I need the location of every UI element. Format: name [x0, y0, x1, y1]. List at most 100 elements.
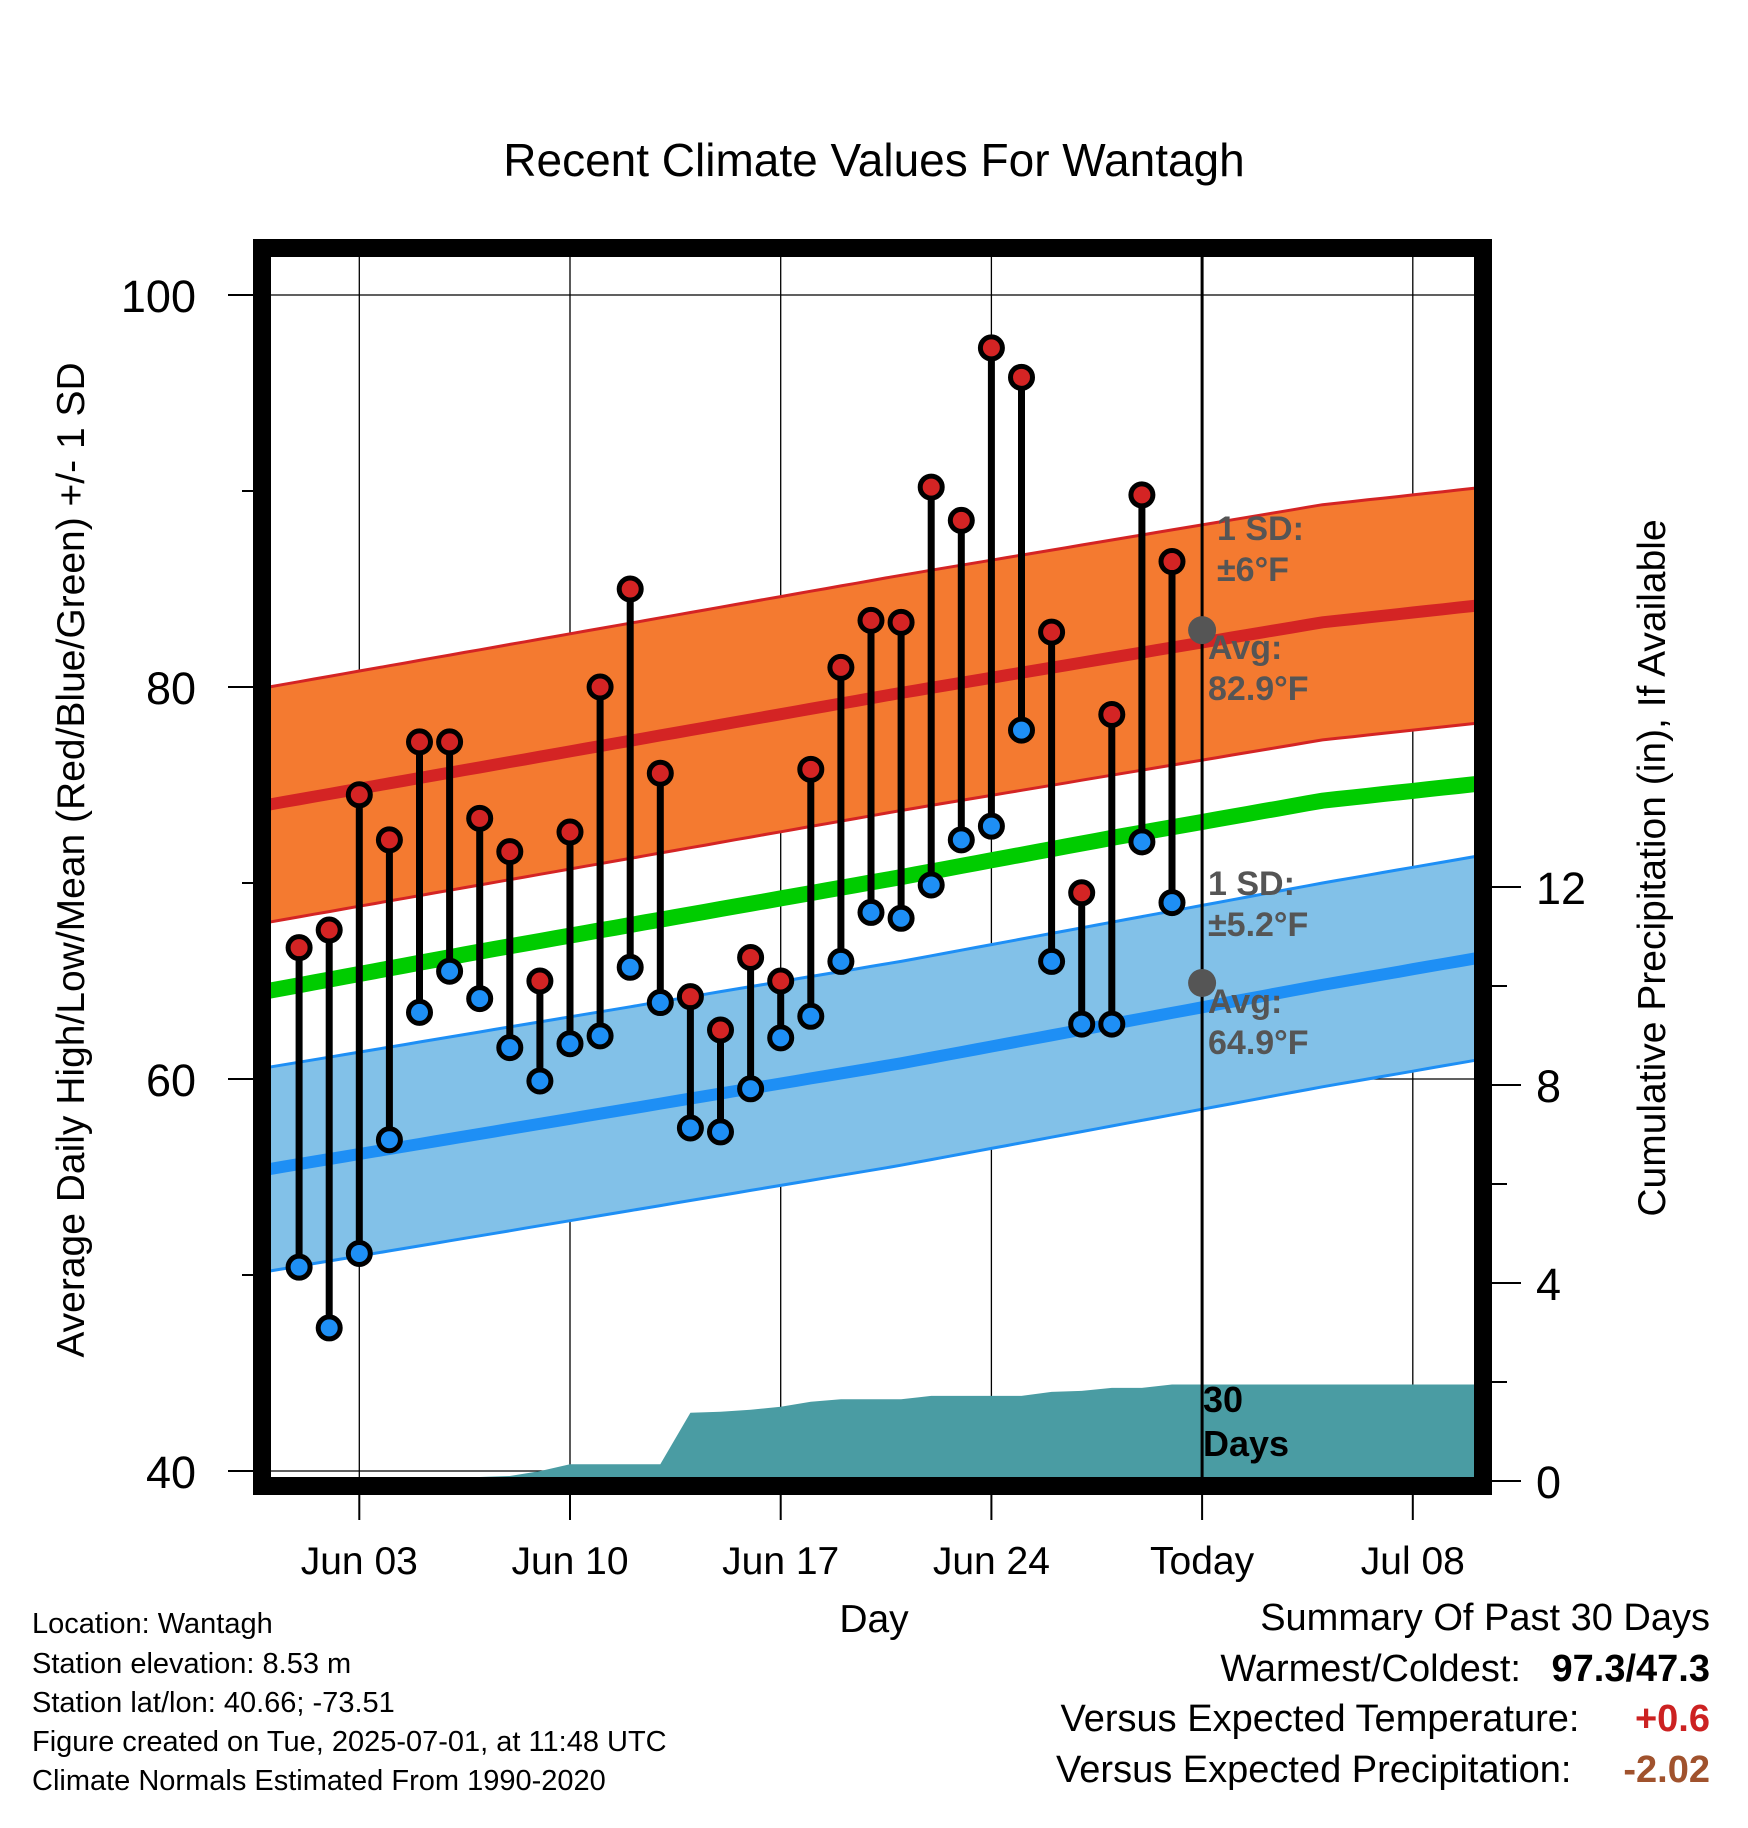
low-point — [375, 1126, 403, 1154]
high-point — [676, 983, 704, 1011]
low-avg-label: Avg: — [1208, 983, 1282, 1021]
summary-precipitation: Versus Expected Precipitation: -2.02 — [1056, 1749, 1710, 1792]
plot-frame — [253, 239, 1492, 1495]
high-point — [466, 804, 494, 832]
low-point — [1128, 828, 1156, 856]
low-point — [526, 1067, 554, 1095]
info-elevation: Station elevation: 8.53 m — [32, 1648, 352, 1680]
low-avg-label: 64.9°F — [1208, 1024, 1309, 1062]
x-tick-label: Jul 08 — [1361, 1540, 1465, 1583]
low-point — [1068, 1010, 1096, 1038]
high-sd-lower-line — [268, 721, 1483, 924]
summary-title: Summary Of Past 30 Days — [1260, 1597, 1710, 1639]
low-point — [1158, 889, 1186, 917]
high-point — [556, 818, 584, 846]
high-point — [1158, 548, 1186, 576]
y-tick-label: 40 — [146, 1447, 196, 1498]
low-avg-line — [267, 950, 1483, 1176]
info-normals: Climate Normals Estimated From 1990-2020 — [32, 1765, 606, 1797]
x-tick-label: Jun 17 — [722, 1540, 839, 1583]
y-axis-title: Average Daily High/Low/Mean (Red/Blue/Gr… — [50, 362, 93, 1357]
summary-precipitation-label: Versus Expected Precipitation: — [1056, 1749, 1572, 1791]
high-point — [977, 334, 1005, 362]
high-point — [917, 473, 945, 501]
x-tick-label: Jun 24 — [933, 1540, 1050, 1583]
high-point — [285, 934, 313, 962]
high-point — [526, 967, 554, 995]
low-point — [797, 1002, 825, 1030]
info-location: Location: Wantagh — [32, 1608, 273, 1640]
y-tick-label: 80 — [146, 663, 196, 714]
high-point — [436, 728, 464, 756]
high-point — [767, 967, 795, 995]
high-point — [1038, 618, 1066, 646]
low-sd-upper-line — [268, 853, 1483, 1069]
x-tick-label: Jun 10 — [511, 1540, 628, 1583]
y2-axis-title: Cumulative Precipitation (in), If Availa… — [1631, 519, 1674, 1216]
mean-avg-line — [267, 775, 1483, 999]
high-point — [827, 653, 855, 681]
low-point — [315, 1314, 343, 1342]
summary-warmest-coldest-label: Warmest/Coldest: — [1220, 1648, 1521, 1690]
y2-tick-label: 12 — [1536, 863, 1586, 914]
high-point — [1068, 879, 1096, 907]
high-point — [857, 606, 885, 634]
summary-precipitation-value: -2.02 — [1623, 1749, 1710, 1791]
chart-title: Recent Climate Values For Wantagh — [503, 134, 1244, 186]
high-point — [1008, 363, 1035, 391]
x-tick-label: Today — [1150, 1540, 1255, 1583]
high-point — [1128, 481, 1156, 509]
low-point — [646, 989, 674, 1017]
low-point — [857, 898, 885, 926]
info-latlon: Station lat/lon: 40.66; -73.51 — [32, 1687, 395, 1719]
info-created: Figure created on Tue, 2025-07-01, at 11… — [32, 1726, 667, 1758]
high-sd-upper-line — [268, 485, 1483, 689]
low-point — [406, 998, 433, 1026]
low-point — [496, 1034, 524, 1062]
high-point — [646, 759, 674, 787]
low-sd-label: ±5.2°F — [1208, 906, 1308, 944]
high-point — [1098, 700, 1126, 728]
low-point — [616, 953, 644, 981]
low-point — [345, 1239, 373, 1267]
y2-tick-label: 0 — [1536, 1457, 1561, 1508]
low-point — [767, 1024, 795, 1052]
low-point — [947, 826, 975, 854]
low-point — [586, 1022, 614, 1050]
high-point — [586, 673, 614, 701]
summary-temperature-value: +0.6 — [1634, 1698, 1710, 1740]
high-point — [797, 755, 825, 783]
high-point — [406, 728, 433, 756]
today-high-avg-dot — [1188, 616, 1217, 645]
y-tick-label: 100 — [121, 271, 196, 322]
high-point — [737, 943, 765, 971]
high-point — [345, 781, 373, 809]
low-point — [1098, 1010, 1126, 1038]
high-point — [375, 826, 403, 854]
high-point — [315, 916, 343, 944]
low-point — [676, 1114, 704, 1142]
high-point — [707, 1016, 734, 1044]
high-avg-label: Avg: — [1208, 629, 1282, 667]
days-label: 30 — [1203, 1379, 1243, 1420]
low-point — [917, 871, 945, 899]
low-sd-lower-line — [268, 1057, 1483, 1273]
high-point — [947, 506, 975, 534]
low-point — [707, 1118, 734, 1146]
high-sd-label: 1 SD: — [1217, 510, 1304, 548]
high-sd-band — [269, 487, 1483, 923]
low-point — [977, 812, 1005, 840]
low-point — [436, 957, 464, 985]
low-sd-label: 1 SD: — [1208, 865, 1295, 903]
precip-area — [299, 1384, 1483, 1481]
high-point — [887, 608, 915, 636]
days-label: Days — [1203, 1423, 1289, 1464]
low-point — [827, 947, 855, 975]
x-tick-label: Jun 03 — [301, 1540, 418, 1583]
low-point — [1008, 716, 1035, 744]
low-point — [737, 1075, 765, 1103]
y2-tick-label: 4 — [1536, 1259, 1561, 1310]
low-point — [556, 1030, 584, 1058]
summary-temperature: Versus Expected Temperature: +0.6 — [1061, 1698, 1710, 1741]
